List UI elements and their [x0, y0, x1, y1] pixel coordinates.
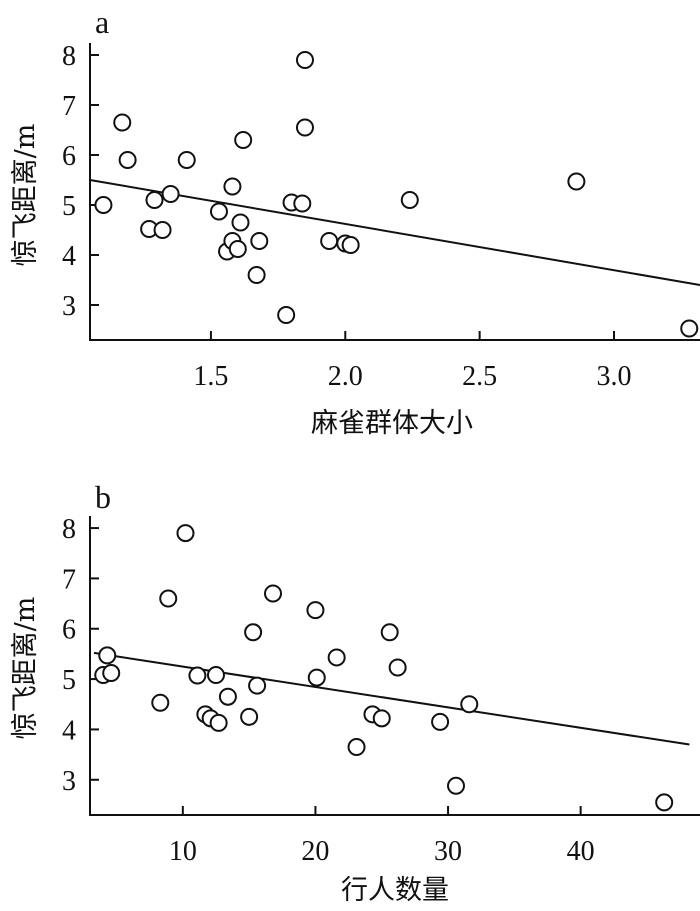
panel-a-data-point [320, 232, 339, 250]
panel-b-label: b [95, 479, 111, 515]
panel-a-y-tick-label: 8 [62, 41, 76, 72]
panel-b-data-point [244, 623, 263, 642]
panel-b-data-point [460, 695, 479, 714]
panel-a-data-point [247, 266, 266, 284]
panel-b-data-point [240, 707, 259, 726]
panel-a-label: a [95, 4, 109, 40]
panel-a-data-point [400, 191, 419, 209]
panel-b-x-axis-title: 行人数量 [341, 875, 449, 906]
panel-a-axes [89, 43, 700, 341]
panel-b-data-point [206, 666, 225, 685]
panel-a-y-tick-label: 4 [62, 241, 76, 272]
panel-b-data-point [159, 589, 178, 608]
panel-a-y-axis-title: 惊飞距离/m [10, 124, 41, 267]
panel-a-data-point [295, 118, 314, 137]
panel-a-y-tick-label: 3 [62, 291, 76, 322]
panel-a-regression-line [89, 179, 700, 286]
panel-b-data-point [102, 664, 121, 683]
panel-b-data-point [447, 776, 465, 795]
panel-b-data-point [151, 693, 170, 712]
panel-a-data-point [118, 151, 137, 169]
panel-b-data-point [209, 713, 228, 732]
panel-a-data-point [145, 191, 164, 209]
panel-a-data-point [161, 185, 180, 203]
panel-b-x-tick-label: 40 [567, 836, 595, 867]
panel-a-data-point [295, 51, 314, 69]
panel-b-y-tick-label: 5 [62, 665, 76, 696]
panel-a-data-point [228, 240, 247, 258]
panel-a-data-point [567, 172, 586, 191]
panel-a-x-tick-label: 2.0 [328, 361, 363, 392]
panel-a-y-tick-label: 6 [62, 141, 76, 172]
panel-a-y-tick-label: 5 [62, 191, 76, 222]
panel-b-data-point [306, 601, 325, 620]
panel-b-data-point [307, 668, 326, 687]
panel-b-data-point [388, 658, 407, 677]
panel-b-y-tick-label: 4 [62, 715, 76, 746]
panel-a-data-point [231, 213, 250, 232]
panel-a-data-point [293, 194, 312, 213]
panel-a-data-point [341, 236, 360, 254]
panel-b-x-tick-label: 30 [434, 836, 462, 867]
panel-b-data-point [347, 738, 366, 757]
panel-b-y-tick-label: 3 [62, 766, 76, 797]
panel-b-data-point [248, 676, 267, 695]
panel-b-y-tick-label: 8 [62, 514, 76, 545]
panel-a-data-point [277, 306, 296, 324]
panel-b-y-tick-label: 7 [62, 564, 76, 595]
panel-a-data-point [250, 232, 269, 250]
panel-b-axes [89, 516, 700, 816]
panel-b-data-point [380, 623, 399, 642]
panel-a-x-tick-label: 3.0 [597, 361, 632, 392]
panel-b-data-point [188, 666, 207, 685]
panel-b-y-axis-title: 惊飞距离/m [10, 597, 41, 740]
panel-b-data-point [327, 648, 346, 667]
panel-b-y-tick-label: 6 [62, 615, 76, 646]
panel-b: b 行人数量 惊飞距离/m 3 4 5 6 7 8 10 20 30 40 [10, 479, 700, 906]
panel-a-data-point [153, 221, 172, 239]
panel-b-data-point [218, 687, 237, 706]
panel-a: a 麻雀群体大小 惊飞距离/m 3 4 5 6 7 8 1.5 2.0 2.5 3.0 [10, 4, 700, 439]
panel-a-x-tick-label: 2.5 [462, 361, 497, 392]
panel-a-data-point [234, 131, 253, 149]
panel-a-x-axis-title: 麻雀群体大小 [311, 408, 473, 439]
panel-b-data-point [655, 793, 674, 812]
panel-a-x-tick-label: 1.5 [193, 361, 228, 392]
panel-b-data-point [431, 712, 450, 731]
panel-a-data-point [113, 113, 132, 132]
panel-a-y-tick-label: 7 [62, 91, 76, 122]
panel-a-data-point [680, 319, 699, 338]
panel-b-data-point [176, 524, 195, 543]
panel-a-data-point [94, 196, 113, 214]
panel-b-data-point [372, 709, 391, 728]
panel-a-data-point [209, 202, 228, 221]
panel-b-x-tick-label: 20 [301, 836, 329, 867]
panel-a-data-point [223, 177, 242, 196]
panel-b-data-point [264, 584, 282, 603]
panel-b-x-tick-label: 10 [169, 836, 197, 867]
panel-a-data-point [177, 151, 196, 169]
panel-b-data-point [98, 646, 117, 665]
